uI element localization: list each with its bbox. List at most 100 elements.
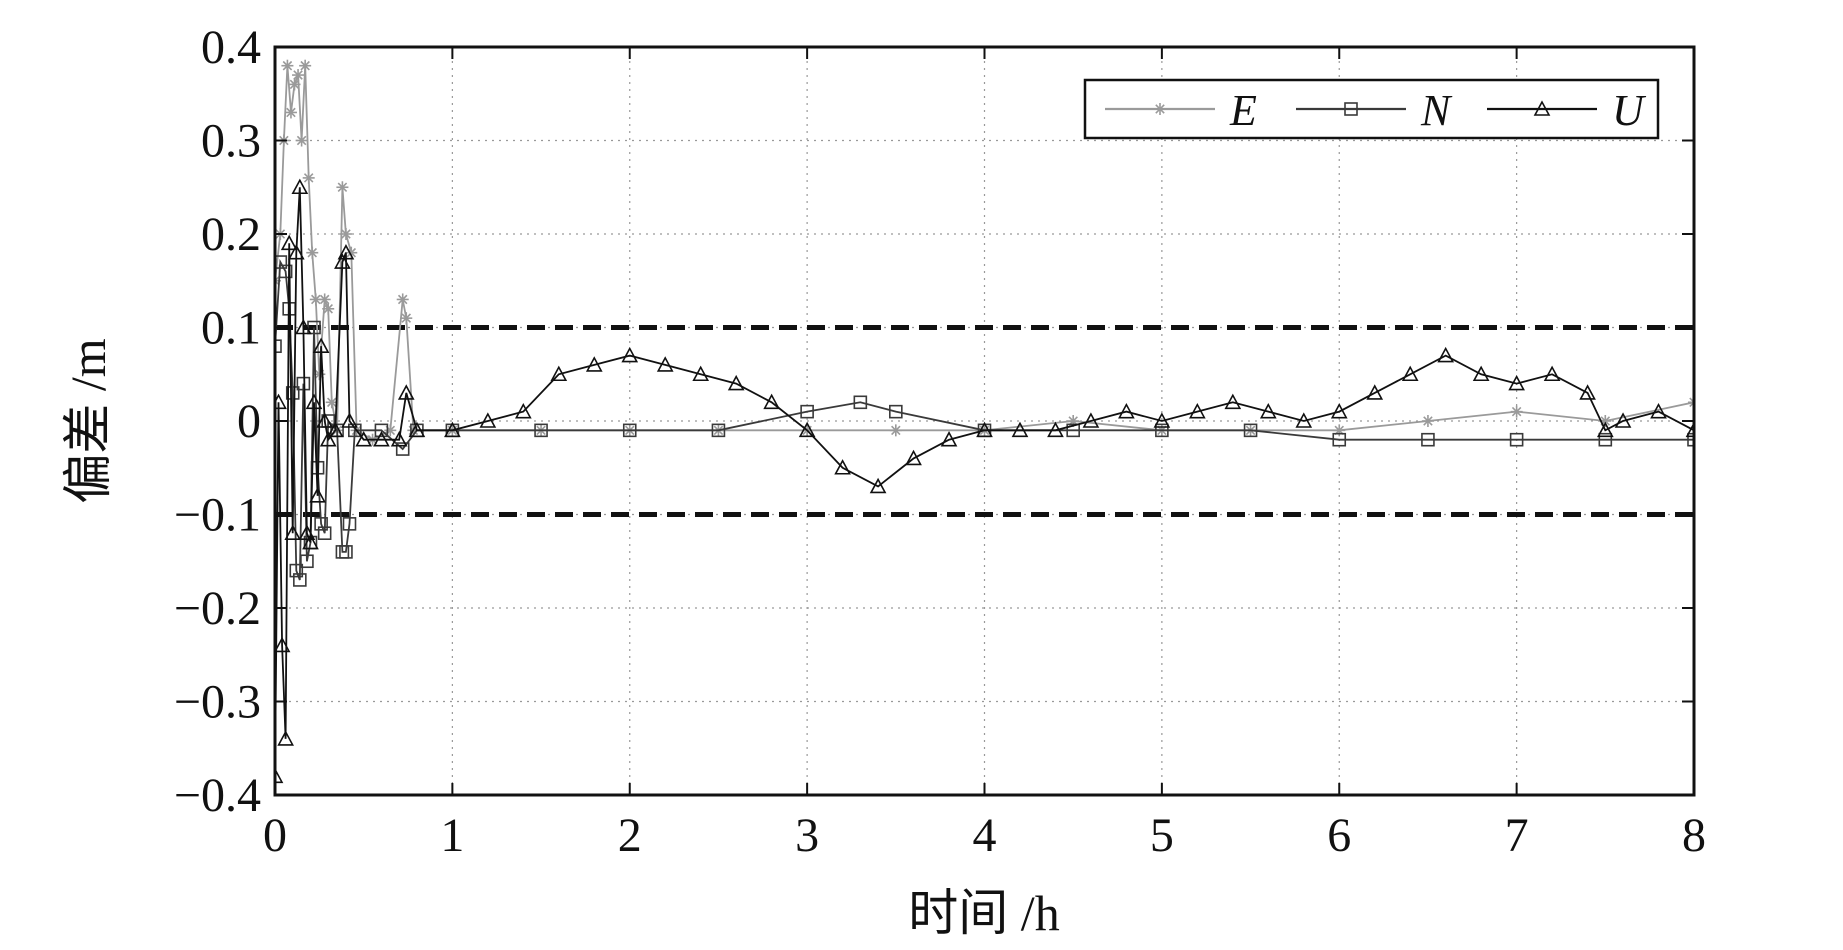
data-point-triangle	[319, 431, 337, 447]
data-point-triangle	[1259, 402, 1277, 419]
data-point-square	[293, 573, 307, 587]
data-point-star	[318, 293, 331, 306]
data-point-square	[314, 517, 328, 531]
legend-label: E	[1229, 86, 1257, 135]
data-point-star	[1688, 396, 1694, 409]
data-point-triangle	[976, 421, 993, 438]
data-point-triangle	[1295, 412, 1313, 428]
y-tick-label: 0.3	[201, 115, 261, 168]
data-point-triangle	[291, 178, 309, 195]
data-point-triangle	[940, 431, 958, 447]
data-point-square	[374, 423, 389, 438]
data-point-triangle	[355, 431, 373, 447]
data-point-triangle	[302, 533, 319, 550]
x-tick-label: 0	[263, 809, 287, 862]
data-point-star	[288, 78, 301, 91]
y-axis-label: 偏差 /m	[60, 338, 116, 503]
data-point-triangle	[275, 767, 284, 784]
data-point-square	[622, 423, 637, 438]
data-point-star	[299, 59, 312, 72]
data-point-star	[281, 59, 294, 72]
x-tick-label: 7	[1505, 809, 1529, 862]
data-point-square	[300, 554, 314, 569]
threshold-layer	[275, 325, 1694, 517]
data-point-star	[889, 424, 902, 437]
y-tick-label: 0.1	[201, 302, 261, 355]
x-tick-label: 3	[795, 809, 819, 862]
data-point-triangle	[1543, 365, 1561, 382]
data-point-triangle	[341, 412, 358, 428]
data-point-triangle	[656, 356, 674, 372]
data-point-triangle	[284, 524, 302, 541]
data-point-square	[711, 423, 726, 438]
data-point-star	[1154, 103, 1166, 115]
data-point-triangle	[326, 421, 344, 438]
data-point-triangle	[1650, 402, 1667, 419]
data-point-triangle	[280, 234, 298, 251]
data-point-triangle	[1011, 421, 1029, 438]
data-point-square	[853, 395, 868, 410]
data-point-square	[1155, 423, 1169, 438]
data-point-triangle	[275, 636, 291, 653]
data-point-star	[339, 228, 352, 240]
data-point-square	[317, 526, 332, 541]
x-tick-label: 4	[973, 809, 997, 862]
data-point-triangle	[1614, 412, 1632, 428]
data-point-triangle	[316, 412, 334, 428]
data-point-triangle	[397, 384, 415, 400]
data-point-square	[1332, 432, 1347, 447]
data-point-triangle	[1330, 402, 1348, 419]
data-point-triangle	[798, 421, 816, 438]
y-tick-label: 0.2	[201, 208, 261, 261]
series-N	[275, 255, 1694, 587]
data-point-triangle	[1153, 412, 1171, 428]
data-point-star	[1421, 415, 1434, 427]
legend-item-U: U	[1487, 86, 1647, 135]
data-point-triangle	[1366, 384, 1384, 400]
data-point-triangle	[373, 431, 390, 447]
data-point-triangle	[869, 477, 887, 494]
data-point-triangle	[1533, 100, 1551, 116]
data-point-triangle	[763, 393, 780, 410]
data-point-square	[534, 423, 548, 438]
data-point-square	[285, 386, 300, 400]
data-point-square	[1687, 432, 1694, 447]
data-point-triangle	[1579, 384, 1596, 400]
data-point-triangle	[334, 253, 351, 269]
data-point-triangle	[905, 449, 922, 466]
data-point-square	[1509, 432, 1524, 447]
data-point-star	[302, 171, 315, 184]
data-point-triangle	[277, 730, 294, 746]
y-tick-label: −0.2	[174, 582, 261, 635]
data-point-square	[1243, 423, 1258, 438]
y-tick-label: −0.1	[174, 489, 261, 542]
data-point-square	[278, 264, 293, 279]
legend-item-N: N	[1296, 86, 1453, 135]
data-point-star	[306, 246, 319, 259]
data-point-square	[275, 339, 282, 354]
y-tick-label: −0.3	[174, 676, 261, 729]
x-tick-label: 2	[618, 809, 642, 862]
data-point-square	[1598, 432, 1613, 447]
series-line-N	[275, 258, 1694, 581]
y-tick-label: 0	[237, 395, 261, 448]
legend-label: N	[1420, 86, 1453, 135]
data-point-triangle	[1508, 374, 1525, 391]
data-point-triangle	[550, 365, 568, 382]
x-axis-label: 时间 /h	[908, 885, 1059, 941]
y-tick-label: 0.4	[201, 21, 261, 74]
x-tick-label: 6	[1327, 809, 1351, 862]
data-point-star	[1333, 424, 1346, 437]
data-point-triangle	[1401, 365, 1419, 382]
data-point-triangle	[834, 459, 851, 475]
data-point-triangle	[621, 346, 639, 363]
x-tick-label: 1	[440, 809, 464, 862]
data-point-triangle	[408, 421, 426, 438]
data-point-square	[342, 517, 357, 531]
data-point-triangle	[1189, 402, 1206, 419]
data-point-square	[395, 442, 410, 456]
data-point-square	[800, 404, 814, 419]
data-point-square	[339, 545, 353, 559]
data-point-triangle	[390, 431, 408, 447]
data-point-star	[1510, 405, 1523, 418]
